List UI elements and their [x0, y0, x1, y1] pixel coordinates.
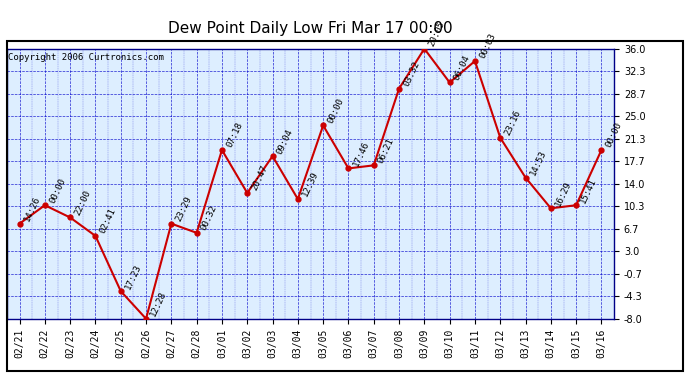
- Text: 12:39: 12:39: [301, 170, 320, 198]
- Text: 17:23: 17:23: [124, 262, 143, 290]
- Text: 00:32: 00:32: [199, 204, 219, 232]
- Text: 00:03: 00:03: [477, 32, 497, 60]
- Text: 06:21: 06:21: [377, 136, 396, 165]
- Text: Copyright 2006 Curtronics.com: Copyright 2006 Curtronics.com: [8, 53, 164, 62]
- Text: 20:47: 20:47: [250, 164, 270, 192]
- Text: 12:28: 12:28: [149, 290, 168, 318]
- Text: 02:41: 02:41: [98, 207, 118, 235]
- Text: 17:46: 17:46: [351, 140, 371, 168]
- Text: 22:00: 22:00: [73, 189, 92, 217]
- Text: Dew Point Daily Low Fri Mar 17 00:00: Dew Point Daily Low Fri Mar 17 00:00: [168, 21, 453, 36]
- Text: 00:00: 00:00: [604, 121, 624, 149]
- Text: 14:26: 14:26: [22, 195, 42, 223]
- Text: 23:16: 23:16: [503, 109, 522, 137]
- Text: 06:04: 06:04: [453, 54, 472, 82]
- Text: 09:04: 09:04: [275, 127, 295, 155]
- Text: 07:18: 07:18: [225, 121, 244, 149]
- Text: 00:00: 00:00: [326, 96, 346, 124]
- Text: 23:29: 23:29: [174, 195, 194, 223]
- Text: 15:41: 15:41: [579, 176, 598, 204]
- Text: 14:53: 14:53: [529, 148, 548, 177]
- Text: 16:29: 16:29: [553, 179, 573, 207]
- Text: 00:00: 00:00: [48, 176, 67, 204]
- Text: 03:32: 03:32: [402, 60, 422, 88]
- Text: 20:05: 20:05: [427, 20, 446, 48]
